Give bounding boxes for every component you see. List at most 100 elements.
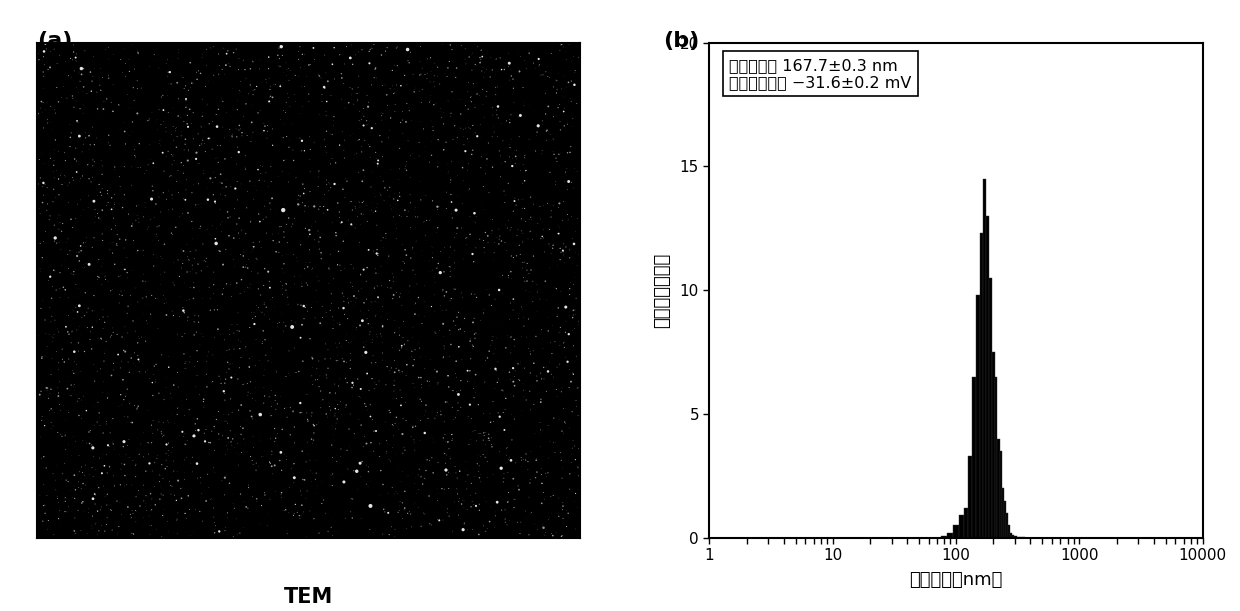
Point: [184, 293, 203, 303]
Point: [159, 438, 179, 448]
Point: [97, 519, 117, 529]
Point: [505, 381, 525, 390]
Point: [525, 358, 544, 368]
Point: [174, 73, 193, 82]
Point: [43, 197, 63, 207]
Point: [174, 255, 193, 265]
Point: [449, 390, 469, 400]
Point: [451, 403, 471, 412]
Point: [115, 139, 135, 149]
Point: [115, 322, 135, 332]
Point: [517, 64, 537, 73]
Point: [553, 474, 573, 483]
Point: [409, 485, 429, 494]
Point: [332, 369, 352, 379]
Point: [223, 358, 243, 368]
Point: [89, 180, 109, 189]
Point: [456, 240, 476, 250]
Point: [549, 511, 569, 521]
Point: [459, 470, 479, 480]
Point: [138, 406, 157, 415]
Point: [73, 64, 93, 73]
Point: [495, 514, 515, 524]
Point: [568, 462, 588, 472]
Point: [31, 386, 51, 396]
Point: [52, 92, 72, 102]
Point: [536, 67, 556, 77]
Point: [527, 371, 547, 381]
Point: [366, 360, 386, 370]
Point: [227, 320, 247, 329]
Point: [78, 303, 98, 313]
Point: [48, 498, 68, 508]
Point: [265, 395, 285, 405]
Point: [278, 368, 298, 378]
Point: [217, 49, 237, 59]
Point: [151, 207, 171, 217]
Point: [559, 40, 579, 49]
Point: [144, 458, 164, 467]
Point: [458, 366, 477, 376]
Point: [95, 526, 115, 536]
Point: [259, 73, 279, 83]
Point: [202, 494, 222, 503]
Point: [37, 114, 57, 124]
Point: [203, 376, 223, 386]
Point: [520, 48, 539, 58]
Point: [229, 39, 249, 49]
Point: [451, 355, 471, 365]
Point: [32, 92, 52, 101]
Point: [362, 298, 382, 307]
Point: [450, 95, 470, 104]
Point: [109, 100, 129, 109]
Point: [41, 271, 61, 281]
Point: [330, 140, 350, 150]
Point: [389, 425, 409, 434]
Point: [351, 115, 371, 125]
Point: [459, 411, 479, 421]
Point: [300, 455, 320, 465]
Point: [296, 300, 316, 310]
Point: [105, 162, 125, 172]
Point: [46, 475, 66, 485]
Point: [115, 59, 135, 68]
Point: [118, 357, 138, 367]
Point: [257, 49, 277, 59]
Point: [162, 229, 182, 239]
Point: [348, 197, 368, 207]
Point: [32, 198, 52, 208]
Point: [73, 139, 93, 149]
Point: [250, 323, 270, 332]
Point: [36, 329, 56, 338]
Point: [141, 521, 161, 530]
Point: [47, 82, 67, 92]
Point: [501, 374, 521, 384]
Point: [568, 485, 588, 494]
Point: [202, 221, 222, 231]
Point: [513, 257, 533, 267]
Point: [207, 305, 227, 315]
Point: [423, 196, 443, 206]
Point: [27, 514, 47, 524]
Point: [476, 160, 496, 170]
Point: [56, 493, 76, 503]
Point: [370, 131, 389, 141]
Point: [144, 370, 164, 379]
Point: [268, 61, 288, 71]
Point: [425, 251, 445, 261]
Point: [277, 279, 296, 289]
Point: [357, 277, 377, 287]
Point: [139, 140, 159, 150]
Point: [246, 466, 265, 475]
Point: [367, 221, 387, 230]
Point: [494, 474, 513, 483]
Point: [401, 48, 420, 57]
Point: [430, 57, 450, 67]
Point: [160, 510, 180, 520]
Point: [122, 221, 141, 231]
Point: [527, 127, 547, 137]
Point: [134, 428, 154, 437]
Point: [157, 461, 177, 471]
Point: [260, 459, 280, 469]
Point: [134, 251, 154, 260]
